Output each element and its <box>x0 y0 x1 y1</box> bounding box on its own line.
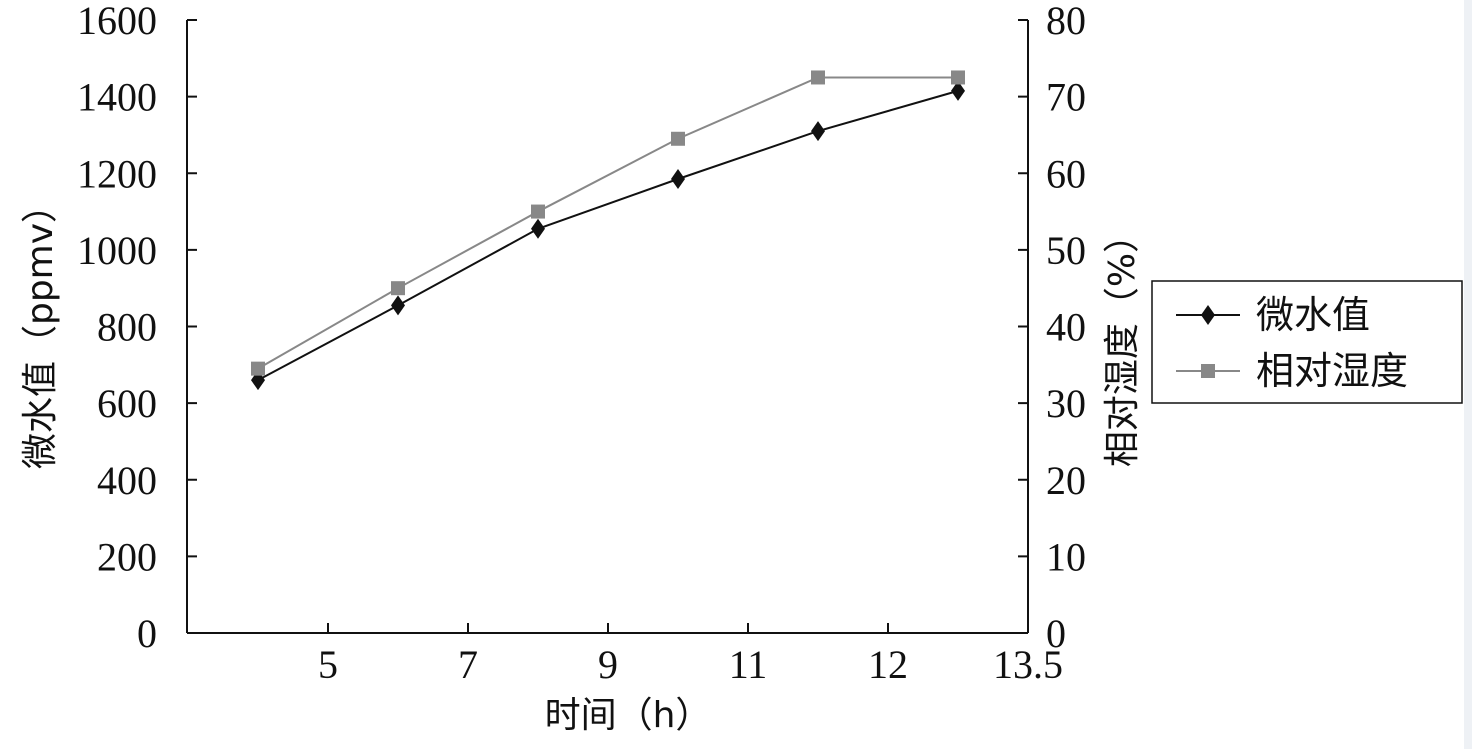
x-tick-label: 12 <box>868 642 908 687</box>
ticks: 0 200 400 600 800 1000 1200 1400 1600 0 10 20 30 40 50… <box>77 0 1086 687</box>
y-right-tick-label: 60 <box>1046 151 1086 196</box>
y-left-tick-label: 400 <box>97 458 157 503</box>
y-left-tick-label: 0 <box>137 611 157 656</box>
series-line-2 <box>257 76 958 370</box>
data-point-diamond <box>951 80 965 101</box>
axes <box>186 20 1029 634</box>
legend-marker-square <box>1201 364 1215 378</box>
y-right-tick-label: 40 <box>1046 305 1086 350</box>
data-point-diamond <box>391 295 405 316</box>
data-point-square <box>671 131 685 146</box>
y-left-tick-label: 600 <box>97 381 157 426</box>
y-right-tick-label: 50 <box>1046 228 1086 273</box>
data-point-square <box>391 281 405 296</box>
data-point-square <box>951 70 965 85</box>
y-right-tick-label: 80 <box>1046 0 1086 43</box>
y-axis-left-label: 微水值（ppmv） <box>20 187 61 469</box>
y-right-tick-label: 70 <box>1046 75 1086 120</box>
y-right-tick-label: 10 <box>1046 534 1086 579</box>
series-lines <box>257 76 959 382</box>
x-tick-label: 9 <box>598 642 618 687</box>
y-right-tick-label: 30 <box>1046 381 1086 426</box>
y-left-tick-label: 1000 <box>77 228 157 273</box>
y-left-tick-label: 800 <box>97 305 157 350</box>
x-tick-label: 5 <box>318 642 338 687</box>
y-left-tick-label: 200 <box>97 534 157 579</box>
data-point-diamond <box>671 168 685 189</box>
x-axis-label: 时间（h） <box>545 695 712 736</box>
x-tick-label: 11 <box>729 642 768 687</box>
data-point-square <box>531 204 545 219</box>
data-point-square <box>251 361 265 376</box>
y-left-tick-label: 1200 <box>77 151 157 196</box>
y-left-tick-label: 1400 <box>77 75 157 120</box>
y-axis-right-label: 相对湿度（%） <box>1102 217 1143 467</box>
series-line-1 <box>257 89 959 382</box>
y-left-tick-label: 1600 <box>77 0 157 43</box>
data-point-diamond <box>531 218 545 239</box>
legend-label: 相对湿度 <box>1256 349 1408 393</box>
data-point-square <box>811 70 825 85</box>
legend-marker-diamond <box>1201 305 1215 325</box>
legend-box <box>1151 280 1463 404</box>
x-tick-label: 7 <box>458 642 478 687</box>
series-markers <box>251 70 965 391</box>
x-tick-label: 13.5 <box>993 642 1063 687</box>
edge-strip <box>1464 0 1472 749</box>
y-right-tick-label: 0 <box>1046 611 1066 656</box>
y-right-tick-label: 20 <box>1046 458 1086 503</box>
data-point-diamond <box>811 121 825 142</box>
legend-label: 微水值 <box>1256 293 1370 337</box>
